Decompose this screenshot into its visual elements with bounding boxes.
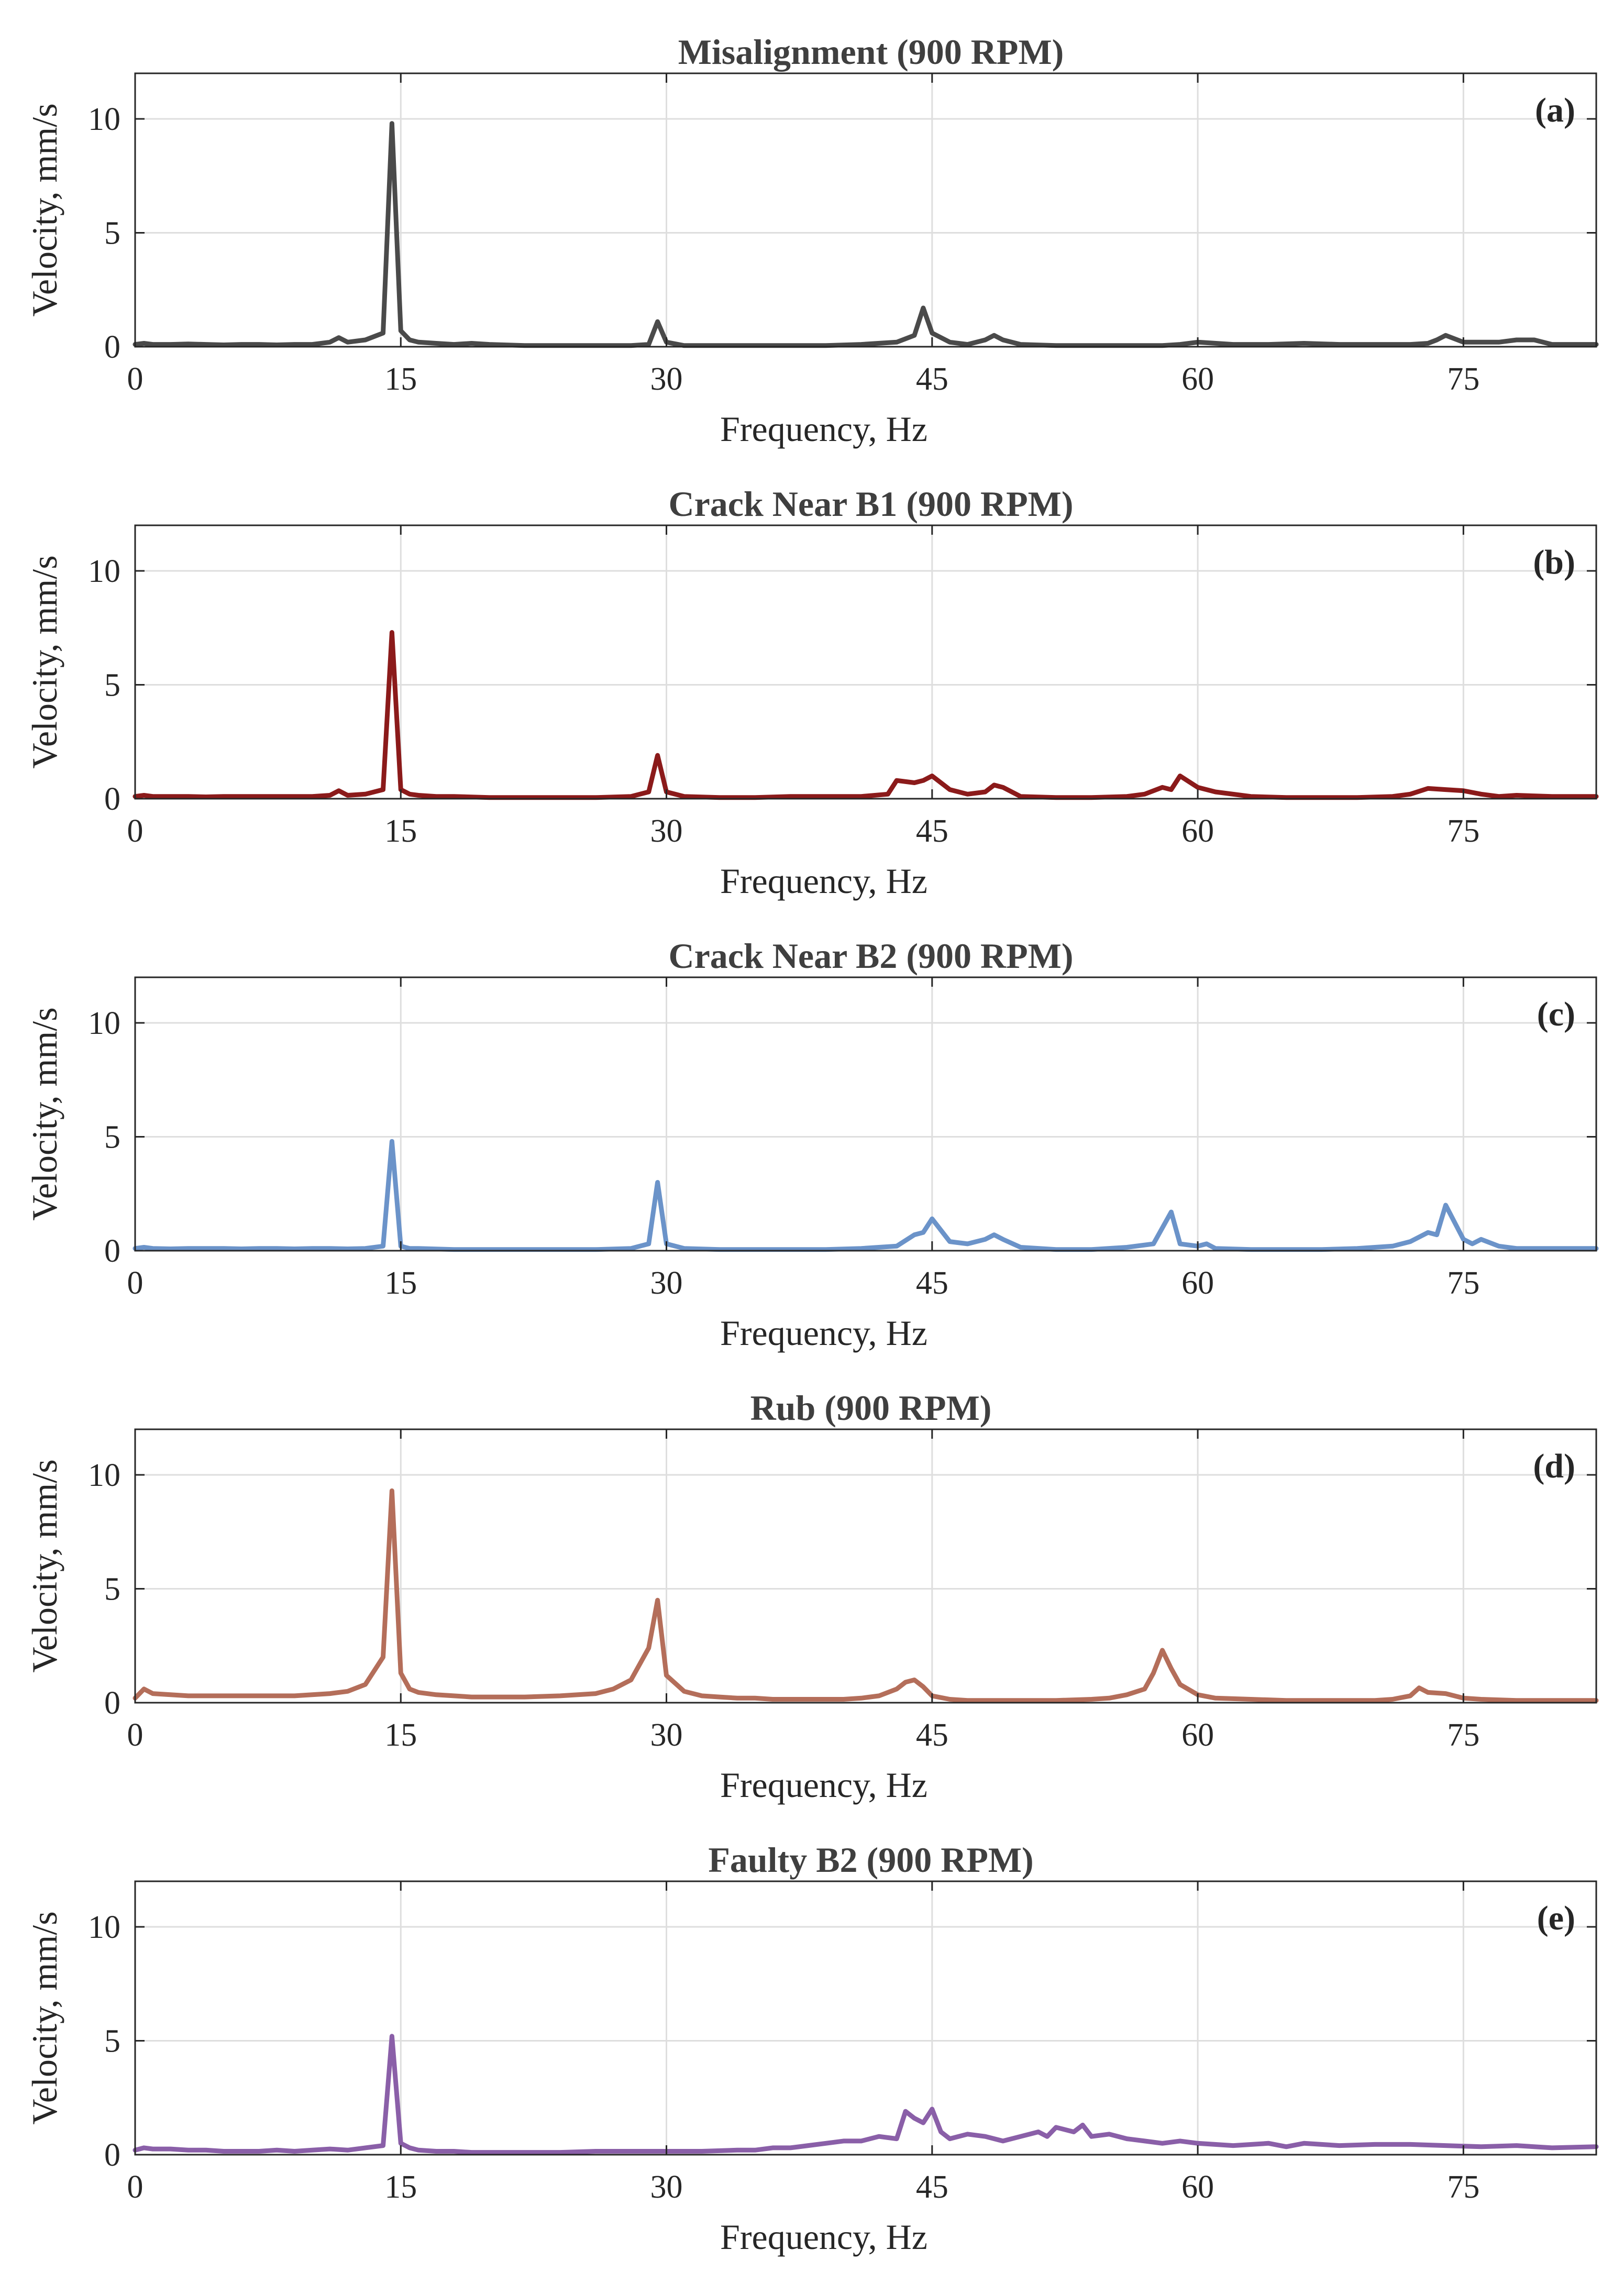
- y-axis-label: Velocity, mm/s: [25, 1459, 64, 1672]
- y-tick-label: 0: [104, 1685, 120, 1721]
- x-tick-label: 15: [384, 1265, 417, 1301]
- x-tick-label: 75: [1447, 1717, 1479, 1753]
- x-tick-label: 30: [650, 1717, 683, 1753]
- y-tick-label: 5: [104, 668, 120, 703]
- x-tick-label: 75: [1447, 1265, 1479, 1301]
- panel-label: (a): [1535, 91, 1575, 129]
- x-tick-label: 75: [1447, 813, 1479, 849]
- y-tick-label: 0: [104, 329, 120, 365]
- chart-panel-a: 0 15 30 45 60 75 0 5 10 Misalignment (900 RPM) (a)…: [25, 32, 1599, 449]
- x-tick-label: 60: [1181, 813, 1214, 849]
- y-tick-label: 5: [104, 216, 120, 251]
- chart-title: Crack Near B1 (900 RPM): [668, 484, 1073, 524]
- chart-panel-d: 0 15 30 45 60 75 0 5 10 Rub (900 RPM) (d) Frequency…: [25, 1388, 1599, 1805]
- x-tick-label: 0: [127, 2169, 143, 2205]
- y-axis-label: Velocity, mm/s: [25, 1007, 64, 1220]
- y-tick-label: 5: [104, 1120, 120, 1155]
- series-line: [132, 1139, 1599, 1252]
- x-tick-label: 75: [1447, 361, 1479, 397]
- x-axis-label: Frequency, Hz: [720, 409, 927, 449]
- plot-frame: [134, 524, 1597, 800]
- y-axis-label: Velocity, mm/s: [25, 555, 64, 768]
- plot-frame: [134, 1428, 1597, 1704]
- x-tick-label: 0: [127, 1717, 143, 1753]
- x-tick-label: 0: [127, 813, 143, 849]
- series-line: [132, 2034, 1599, 2155]
- chart-title: Misalignment (900 RPM): [678, 32, 1064, 72]
- x-tick-label: 75: [1447, 2169, 1479, 2205]
- x-tick-label: 45: [916, 361, 948, 397]
- plot-frame: [134, 976, 1597, 1252]
- y-tick-label: 10: [88, 1910, 120, 1945]
- x-tick-label: 15: [384, 2169, 417, 2205]
- x-tick-label: 0: [127, 361, 143, 397]
- y-tick-label: 0: [104, 2137, 120, 2173]
- plot-frame: [134, 1880, 1597, 2156]
- panel-label: (b): [1533, 543, 1575, 581]
- series-line: [132, 121, 1599, 348]
- y-tick-label: 10: [88, 1458, 120, 1493]
- chart-panel-e: 0 15 30 45 60 75 0 5 10 Faulty B2 (900 RPM) (e) Fre…: [25, 1840, 1599, 2257]
- x-tick-label: 60: [1181, 1717, 1214, 1753]
- x-tick-label: 15: [384, 361, 417, 397]
- y-axis-label: Velocity, mm/s: [25, 1911, 64, 2124]
- y-tick-label: 0: [104, 781, 120, 817]
- x-tick-label: 45: [916, 1717, 948, 1753]
- series-line: [132, 1488, 1599, 1703]
- x-tick-label: 60: [1181, 1265, 1214, 1301]
- y-tick-label: 10: [88, 1006, 120, 1041]
- panel-label: (d): [1533, 1447, 1575, 1485]
- y-tick-label: 10: [88, 102, 120, 137]
- x-axis-label: Frequency, Hz: [720, 1313, 927, 1353]
- panel-label: (c): [1537, 995, 1575, 1033]
- chart-panel-b: 0 15 30 45 60 75 0 5 10 Crack Near B1 (900 RPM) (b…: [25, 484, 1599, 901]
- x-tick-label: 0: [127, 1265, 143, 1301]
- y-tick-label: 0: [104, 1233, 120, 1269]
- chart-title: Faulty B2 (900 RPM): [708, 1840, 1033, 1880]
- x-axis-label: Frequency, Hz: [720, 1765, 927, 1805]
- series-line: [132, 630, 1599, 800]
- y-tick-label: 5: [104, 1572, 120, 1607]
- x-axis-label: Frequency, Hz: [720, 2217, 927, 2257]
- chart-title: Crack Near B2 (900 RPM): [668, 936, 1073, 976]
- x-tick-label: 30: [650, 2169, 683, 2205]
- y-axis-label: Velocity, mm/s: [25, 103, 64, 316]
- x-axis-label: Frequency, Hz: [720, 861, 927, 901]
- x-tick-label: 45: [916, 1265, 948, 1301]
- x-tick-label: 30: [650, 813, 683, 849]
- chart-panel-c: 0 15 30 45 60 75 0 5 10 Crack Near B2 (900 RPM) (c…: [25, 936, 1599, 1353]
- x-tick-label: 45: [916, 813, 948, 849]
- x-tick-label: 30: [650, 361, 683, 397]
- y-tick-label: 10: [88, 554, 120, 589]
- x-tick-label: 45: [916, 2169, 948, 2205]
- y-tick-label: 5: [104, 2024, 120, 2059]
- panel-label: (e): [1537, 1899, 1575, 1937]
- x-tick-label: 15: [384, 813, 417, 849]
- chart-title: Rub (900 RPM): [750, 1388, 992, 1428]
- x-tick-label: 15: [384, 1717, 417, 1753]
- plot-frame: [134, 72, 1597, 348]
- x-tick-label: 60: [1181, 2169, 1214, 2205]
- x-tick-label: 60: [1181, 361, 1214, 397]
- x-tick-label: 30: [650, 1265, 683, 1301]
